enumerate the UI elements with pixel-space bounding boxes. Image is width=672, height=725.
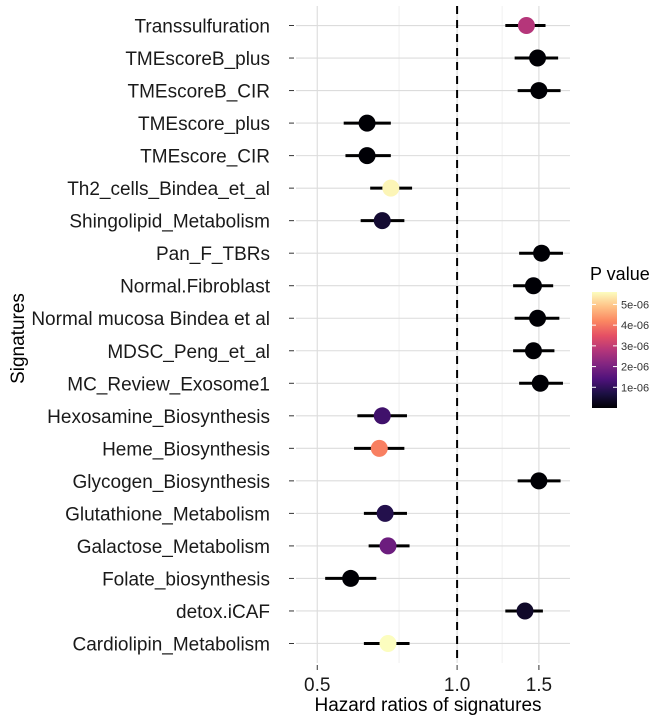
- hazard-ratio-point: [531, 374, 549, 392]
- signature-label: TMEscore_CIR: [140, 147, 270, 168]
- hazard-ratio-point: [517, 17, 535, 35]
- hazard-ratio-point: [533, 244, 551, 262]
- signature-label: Glycogen_Biosynthesis: [73, 472, 271, 493]
- hazard-ratio-point: [358, 114, 376, 132]
- legend-tick-label: 2e-06: [621, 362, 649, 374]
- signature-label: TMEscore_plus: [138, 114, 270, 135]
- signature-label: Glutathione_Metabolism: [65, 504, 270, 525]
- x-axis-labels: 0.5 1.0 1.5: [304, 665, 552, 696]
- hazard-ratio-point: [373, 407, 391, 425]
- signature-label: Shingolipid_Metabolism: [69, 212, 270, 233]
- legend-title: P value: [590, 264, 650, 284]
- x-tick-label: 1.0: [444, 675, 470, 696]
- x-tick-label: 0.5: [304, 675, 330, 696]
- signature-label: MC_Review_Exosome1: [67, 374, 270, 395]
- y-axis-title: Signatures: [8, 293, 29, 384]
- signature-label: TMEscoreB_plus: [125, 49, 270, 70]
- legend-tick-label: 1e-06: [621, 382, 649, 394]
- plot-panel: [296, 6, 570, 663]
- hazard-ratio-point: [373, 212, 391, 230]
- signature-label: Folate_biosynthesis: [102, 569, 270, 590]
- signature-label: Hexosamine_Biosynthesis: [47, 407, 270, 428]
- hazard-ratio-point: [379, 537, 397, 555]
- signature-label: Cardiolipin_Metabolism: [73, 634, 270, 655]
- hazard-ratio-point: [524, 342, 542, 360]
- legend-colorbar: [592, 292, 617, 408]
- hazard-ratio-point: [529, 309, 547, 327]
- hazard-ratio-point: [382, 179, 400, 197]
- x-axis-title: Hazard ratios of signatures: [314, 695, 541, 716]
- hazard-ratio-point: [370, 439, 388, 457]
- hazard-ratio-point: [516, 602, 534, 620]
- chart-marks: [325, 17, 563, 652]
- signature-label: Th2_cells_Bindea_et_al: [67, 179, 270, 200]
- hazard-ratio-point: [376, 504, 394, 522]
- signature-label: detox.iCAF: [176, 602, 270, 623]
- hazard-ratio-point: [530, 82, 548, 100]
- legend-tick-label: 3e-06: [621, 341, 649, 353]
- signature-label: Galactose_Metabolism: [77, 537, 270, 558]
- legend-tick-label: 5e-06: [621, 299, 649, 311]
- hazard-ratio-point: [342, 569, 360, 587]
- hazard-ratio-point: [530, 472, 548, 490]
- hazard-ratio-point: [524, 277, 542, 295]
- signature-label: MDSC_Peng_et_al: [107, 342, 270, 363]
- signature-label: Normal.Fibroblast: [120, 277, 271, 298]
- signature-label: TMEscoreB_CIR: [127, 82, 270, 103]
- hazard-ratio-point: [379, 634, 397, 652]
- x-tick-label: 1.5: [526, 675, 552, 696]
- signature-label: Heme_Biosynthesis: [102, 439, 270, 460]
- legend-tick-label: 4e-06: [621, 320, 649, 332]
- y-axis-labels: Transsulfuration TMEscoreB_plus TMEscoreB_…: [31, 17, 294, 655]
- signature-label: Normal mucosa Bindea et al: [31, 309, 270, 330]
- hazard-ratio-point: [529, 49, 547, 67]
- color-legend: P value 1e-06 2e-06 3e-06 4e-06 5e-06: [590, 264, 650, 408]
- signature-label: Pan_F_TBRs: [156, 244, 270, 265]
- hazard-ratio-point: [358, 147, 376, 165]
- signature-label: Transsulfuration: [134, 17, 270, 38]
